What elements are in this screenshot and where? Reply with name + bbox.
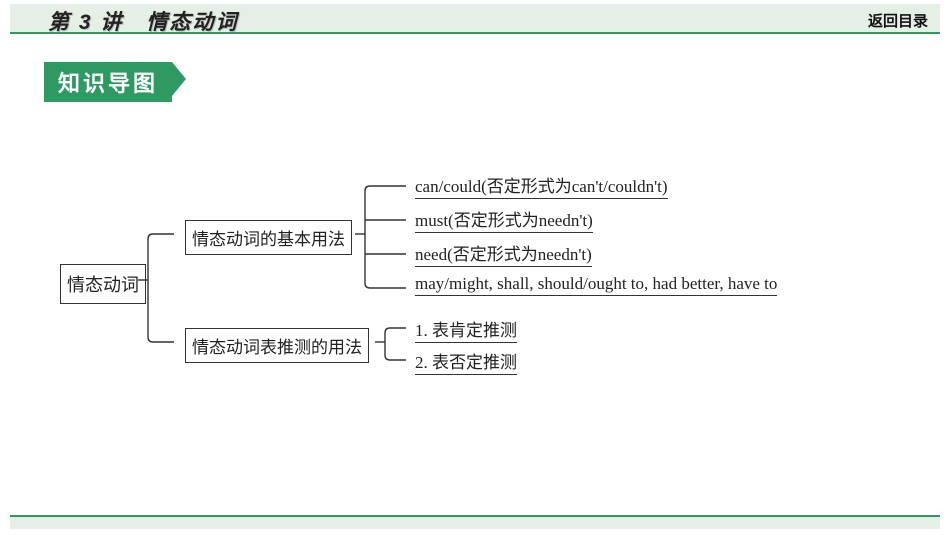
knowledge-tree: 情态动词 情态动词的基本用法 情态动词表推测的用法 can/could(否定形式…	[60, 170, 930, 400]
tree-connectors	[60, 170, 930, 400]
page-title: 第 3 讲 情态动词	[48, 6, 238, 36]
return-link[interactable]: 返回目录	[868, 10, 928, 31]
section-badge: 知识导图	[44, 62, 172, 102]
header-bar: 第 3 讲 情态动词 返回目录	[10, 4, 940, 34]
footer-bar	[10, 515, 940, 529]
